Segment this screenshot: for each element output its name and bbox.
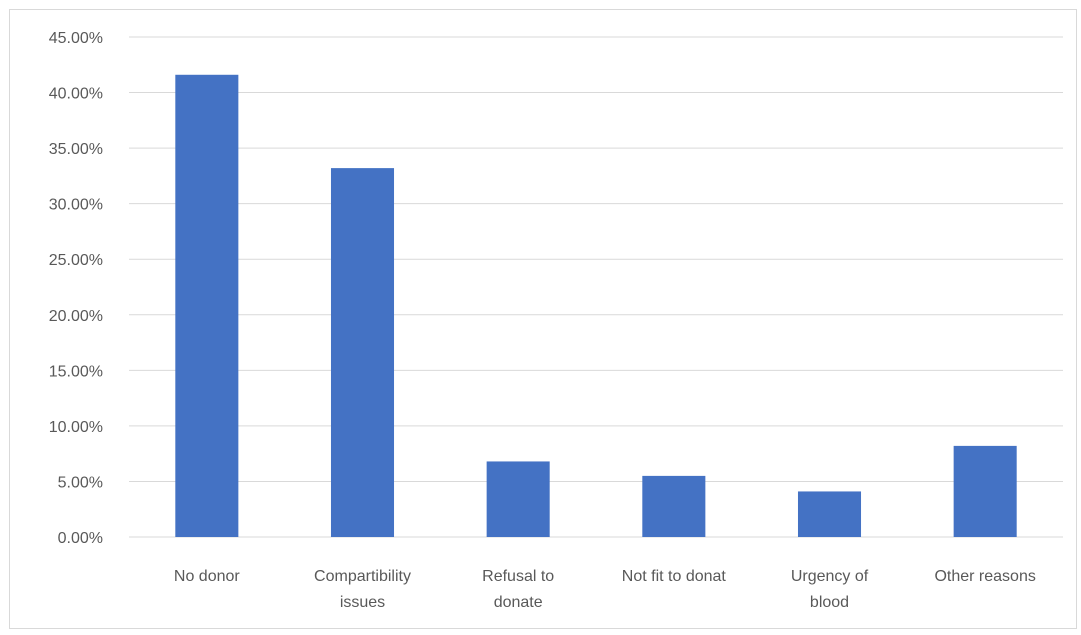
x-category-label: Urgency of blood bbox=[791, 568, 869, 611]
x-axis-category-labels: No donor Compartibility issues Refusal to do… bbox=[174, 568, 1036, 611]
x-category-label: Refusal to donate bbox=[482, 568, 554, 611]
y-tick-label: 35.00% bbox=[49, 141, 103, 158]
y-tick-label: 5.00% bbox=[58, 474, 103, 491]
x-category-label: Not fit to donat bbox=[622, 568, 727, 585]
bar bbox=[175, 74, 239, 538]
y-tick-label: 40.00% bbox=[49, 86, 103, 103]
y-tick-label: 0.00% bbox=[58, 530, 103, 547]
bar bbox=[642, 475, 706, 537]
y-tick-label: 20.00% bbox=[49, 308, 103, 325]
x-category-label: Other reasons bbox=[934, 568, 1035, 585]
bar bbox=[486, 461, 550, 537]
bar bbox=[953, 445, 1017, 537]
y-tick-label: 10.00% bbox=[49, 419, 103, 436]
y-tick-label: 15.00% bbox=[49, 363, 103, 380]
gridlines bbox=[129, 36, 1063, 538]
y-tick-label: 25.00% bbox=[49, 252, 103, 269]
bar bbox=[330, 168, 395, 537]
x-category-label: Compartibility issues bbox=[314, 568, 411, 611]
y-tick-label: 45.00% bbox=[49, 30, 103, 47]
y-axis-tick-labels: 0.00% 5.00% 10.00% 15.00% 20.00% 25.00% 30.00%… bbox=[49, 30, 103, 547]
bar bbox=[797, 491, 862, 537]
x-category-label: No donor bbox=[174, 568, 240, 585]
bars bbox=[175, 74, 1017, 538]
y-tick-label: 30.00% bbox=[49, 197, 103, 214]
